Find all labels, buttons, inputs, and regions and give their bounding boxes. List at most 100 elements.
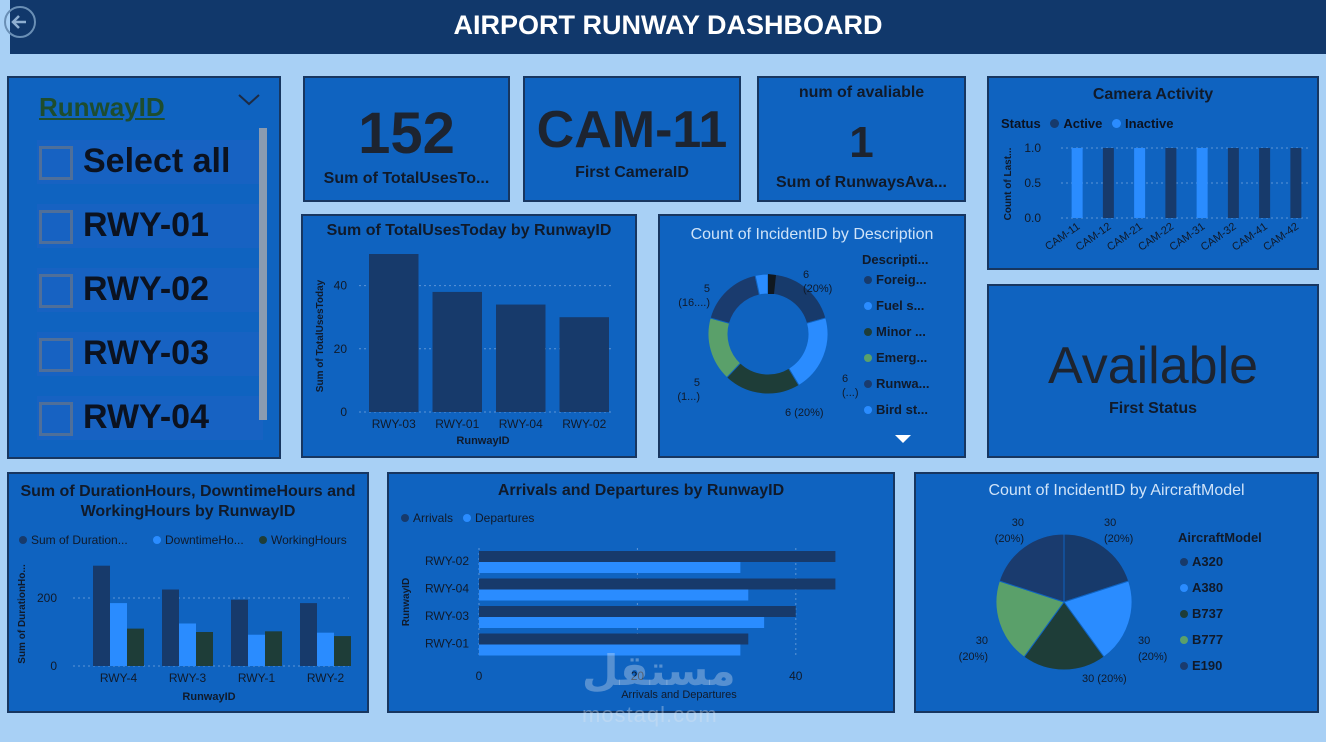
data-label: (16....)	[678, 297, 710, 309]
chart-legend: Status Active Inactive	[1001, 116, 1173, 131]
checkbox[interactable]	[39, 402, 73, 436]
legend-label: Runwa...	[876, 376, 929, 391]
bar	[479, 589, 749, 601]
data-label: (20%)	[959, 651, 988, 663]
duration-hours-plot: Sum of Duration... DowntimeHo... WorkingHo…	[17, 533, 351, 703]
checkbox[interactable]	[39, 210, 73, 244]
data-label: (1...)	[677, 391, 700, 403]
tick-label: RWY-1	[238, 671, 276, 685]
slicer-item-label: RWY-04	[83, 398, 209, 436]
legend-label: Active	[1063, 116, 1103, 131]
tick-label: RWY-03	[372, 417, 416, 431]
data-label: (20%)	[995, 533, 1024, 545]
kpi-value: 1	[849, 118, 874, 167]
slicer-item-rwy-01[interactable]: RWY-01	[37, 204, 263, 248]
bar	[432, 291, 482, 412]
pie-slice	[995, 580, 1065, 658]
donut-slice	[707, 317, 742, 379]
kpi-first-camera: CAM-11 First CameraID	[523, 76, 741, 202]
scrollbar[interactable]	[259, 128, 267, 420]
bar	[1290, 148, 1302, 218]
legend-label: E190	[1192, 658, 1222, 673]
tick-label: 0	[340, 405, 347, 419]
axis-label: Count of Last...	[1003, 147, 1014, 220]
legend-label: Bird st...	[876, 402, 928, 417]
kpi-value: Available	[1047, 337, 1259, 395]
camera-activity-plot: 1.00.50.0CAM-11CAM-12CAM-21CAM-22CAM-31C…	[1003, 141, 1311, 254]
bar	[334, 636, 351, 666]
bar	[479, 633, 749, 645]
back-arrow-icon[interactable]	[4, 6, 36, 38]
bar	[1165, 148, 1177, 218]
scroll-down-icon[interactable]	[894, 432, 912, 450]
bar	[479, 617, 765, 628]
bar	[1196, 148, 1208, 218]
kpi-label: Sum of RunwaysAva...	[776, 174, 947, 191]
legend-dot	[1180, 636, 1188, 644]
data-label: 5	[704, 283, 710, 295]
axis-label: RunwayID	[401, 578, 412, 626]
legend-dot	[401, 514, 409, 522]
data-label: 30	[1138, 635, 1150, 647]
chart-title: Count of IncidentID by AircraftModel	[988, 482, 1245, 499]
legend-dot	[19, 536, 27, 544]
kpi-runways-available: num of avaliable 1 Sum of RunwaysAva...	[757, 76, 966, 202]
checkbox[interactable]	[39, 274, 73, 308]
slicer-title: RunwayID	[39, 92, 165, 122]
chevron-down-icon[interactable]	[237, 92, 261, 113]
slicer-item-label: RWY-02	[83, 270, 209, 308]
data-label: (20%)	[1138, 651, 1167, 663]
legend-label: DowntimeHo...	[165, 533, 244, 547]
legend-title: Status	[1001, 116, 1041, 131]
checkbox[interactable]	[39, 338, 73, 372]
legend-label: B737	[1192, 606, 1223, 621]
bar	[248, 634, 265, 666]
bar	[496, 304, 546, 412]
chart-title: Camera Activity	[1092, 86, 1214, 103]
data-label: 30 (20%)	[1082, 673, 1127, 685]
tick-label: RWY-4	[100, 671, 138, 685]
legend-dot	[153, 536, 161, 544]
camera-activity-chart: Camera Activity Status Active Inactive 1…	[987, 76, 1319, 270]
slicer-item-label: Select all	[83, 142, 231, 180]
tick-label: RWY-04	[499, 417, 543, 431]
tick-label: 40	[334, 279, 348, 293]
tick-label: 0	[476, 669, 483, 683]
legend-dot	[1180, 662, 1188, 670]
tick-label: 0	[50, 659, 57, 673]
bar	[179, 623, 196, 666]
duration-hours-chart: Sum of DurationHours, DowntimeHours and …	[7, 472, 369, 713]
slicer-item-rwy-04[interactable]: RWY-04	[37, 396, 263, 440]
donut-slice	[726, 362, 800, 395]
chart-title: Arrivals and Departures by RunwayID	[497, 482, 785, 499]
axis-label: RunwayID	[182, 691, 235, 703]
legend-dot	[1180, 558, 1188, 566]
tick-label: RWY-01	[435, 417, 479, 431]
bar	[559, 317, 609, 412]
bar	[479, 644, 741, 656]
pie-slice	[1063, 580, 1133, 658]
bar	[110, 603, 127, 666]
kpi-label: First CameraID	[575, 164, 689, 181]
data-label: 6	[842, 373, 848, 385]
legend-title: Descripti...	[862, 252, 928, 267]
arrivals-departures-chart: Arrivals and Departures by RunwayID Arri…	[387, 472, 895, 713]
data-label: 6	[803, 269, 809, 281]
slicer-item-select-all[interactable]: Select all	[37, 140, 263, 184]
tick-label: 20	[631, 669, 645, 683]
tick-label: CAM-42	[1261, 221, 1301, 254]
bar	[317, 632, 334, 666]
data-label: 5	[694, 377, 700, 389]
kpi-total-uses: 152 Sum of TotalUsesTo...	[303, 76, 510, 202]
kpi-first-status: Available First Status	[987, 284, 1319, 458]
tick-label: 200	[37, 591, 57, 605]
watermark-logo: مستقل	[582, 647, 736, 694]
legend-dot	[864, 380, 872, 388]
bar	[231, 599, 248, 666]
checkbox[interactable]	[39, 146, 73, 180]
bar	[1134, 148, 1146, 218]
bar	[1071, 148, 1083, 218]
slicer-item-rwy-03[interactable]: RWY-03	[37, 332, 263, 376]
slicer-item-rwy-02[interactable]: RWY-02	[37, 268, 263, 312]
legend-label: Fuel s...	[876, 298, 924, 313]
